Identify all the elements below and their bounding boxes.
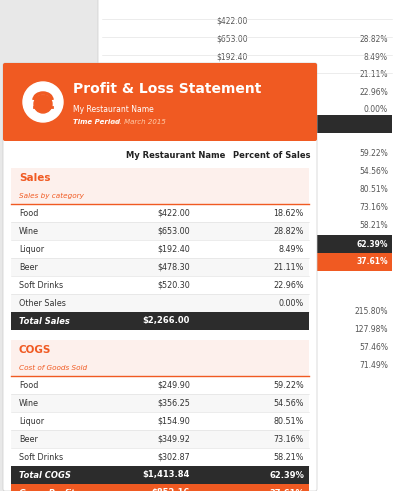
Text: 62.39%: 62.39% [269,470,304,480]
Text: 8.49%: 8.49% [364,53,388,61]
Bar [11,240,309,258]
Text: My Restaurant Name: My Restaurant Name [73,105,154,113]
Bar [11,204,309,222]
Circle shape [23,82,63,122]
Text: Sales by category: Sales by category [19,193,84,199]
Text: Soft Drinks: Soft Drinks [19,453,63,462]
Bar [102,253,392,271]
Text: $422.00: $422.00 [217,17,248,26]
Text: $653.00: $653.00 [157,226,190,236]
Text: COGS: COGS [19,345,51,355]
Bar [11,394,309,412]
Text: $356.25: $356.25 [157,399,190,408]
Text: Beer: Beer [19,435,38,443]
Text: Soft Drinks: Soft Drinks [19,280,63,290]
Text: $302.87: $302.87 [157,453,190,462]
Text: $349.92: $349.92 [157,435,190,443]
Text: 80.51%: 80.51% [359,186,388,194]
Text: Wine: Wine [19,226,39,236]
Text: $478.30: $478.30 [157,263,190,272]
Bar [11,276,309,294]
Text: Cost of Goods Sold: Cost of Goods Sold [19,365,87,371]
Text: 21.11%: 21.11% [359,70,388,79]
FancyBboxPatch shape [98,0,394,491]
Text: Food: Food [19,381,38,389]
Text: Beer: Beer [19,263,38,272]
Text: Other Sales: Other Sales [19,299,66,307]
Bar [11,484,309,491]
Text: 54.56%: 54.56% [273,399,304,408]
Text: 22.96%: 22.96% [273,280,304,290]
Text: 28.82%: 28.82% [273,226,304,236]
Text: Liquor: Liquor [19,416,44,426]
Text: 37.61%: 37.61% [269,489,304,491]
Bar [11,294,309,312]
Bar [11,168,309,204]
Text: 22.96%: 22.96% [359,87,388,97]
Text: $478.30: $478.30 [216,70,248,79]
Text: 28.82%: 28.82% [359,34,388,44]
Text: 57.46%: 57.46% [359,344,388,353]
Text: 59.22%: 59.22% [359,149,388,159]
Bar [11,222,309,240]
Text: 18.62%: 18.62% [273,209,304,218]
Text: $852.16: $852.16 [151,489,190,491]
Text: 71.49%: 71.49% [359,361,388,371]
Bar [11,258,309,276]
Bar [11,466,309,484]
Text: 21.11%: 21.11% [273,263,304,272]
Bar [11,448,309,466]
Text: $422.00: $422.00 [157,209,190,218]
Text: 8.49%: 8.49% [279,245,304,253]
Text: 37.61%: 37.61% [357,257,388,267]
Text: $1,413.84: $1,413.84 [142,470,190,480]
Text: 54.56%: 54.56% [359,167,388,176]
FancyBboxPatch shape [3,63,317,491]
Circle shape [34,95,52,113]
Text: 127.98%: 127.98% [355,326,388,334]
Text: Profit & Loss Statement: Profit & Loss Statement [73,82,261,96]
Bar [11,376,309,394]
Text: 58.21%: 58.21% [273,453,304,462]
FancyBboxPatch shape [3,63,317,141]
Bar [102,235,392,253]
Text: Time Period: Time Period [73,119,120,125]
Text: My Restaurant Name: My Restaurant Name [126,151,225,160]
Bar [102,115,392,133]
Text: 62.39%: 62.39% [357,240,388,248]
Text: Gross Profit: Gross Profit [19,489,75,491]
Text: $192.40: $192.40 [157,245,190,253]
Text: 58.21%: 58.21% [359,221,388,230]
Text: $192.40: $192.40 [217,53,248,61]
Text: Sales: Sales [19,173,50,183]
Text: 0.00%: 0.00% [279,299,304,307]
Text: $653.00: $653.00 [216,34,248,44]
Text: 215.80%: 215.80% [355,307,388,317]
Text: 73.16%: 73.16% [359,203,388,213]
Text: ex. March 2015: ex. March 2015 [109,119,166,125]
Bar [11,412,309,430]
Text: Percent of Sales: Percent of Sales [233,151,310,160]
Text: Wine: Wine [19,399,39,408]
Text: Food: Food [19,209,38,218]
Text: Total Sales: Total Sales [19,317,70,326]
Text: $154.90: $154.90 [157,416,190,426]
Text: 59.22%: 59.22% [273,381,304,389]
Text: $520.30: $520.30 [157,280,190,290]
Text: $249.90: $249.90 [157,381,190,389]
Bar [11,340,309,376]
Text: 80.51%: 80.51% [273,416,304,426]
Bar [11,312,309,330]
Text: $2,266.00: $2,266.00 [142,317,190,326]
Text: Liquor: Liquor [19,245,44,253]
Text: 73.16%: 73.16% [273,435,304,443]
Text: 0.00%: 0.00% [364,105,388,113]
Text: Total COGS: Total COGS [19,470,71,480]
Bar [11,430,309,448]
